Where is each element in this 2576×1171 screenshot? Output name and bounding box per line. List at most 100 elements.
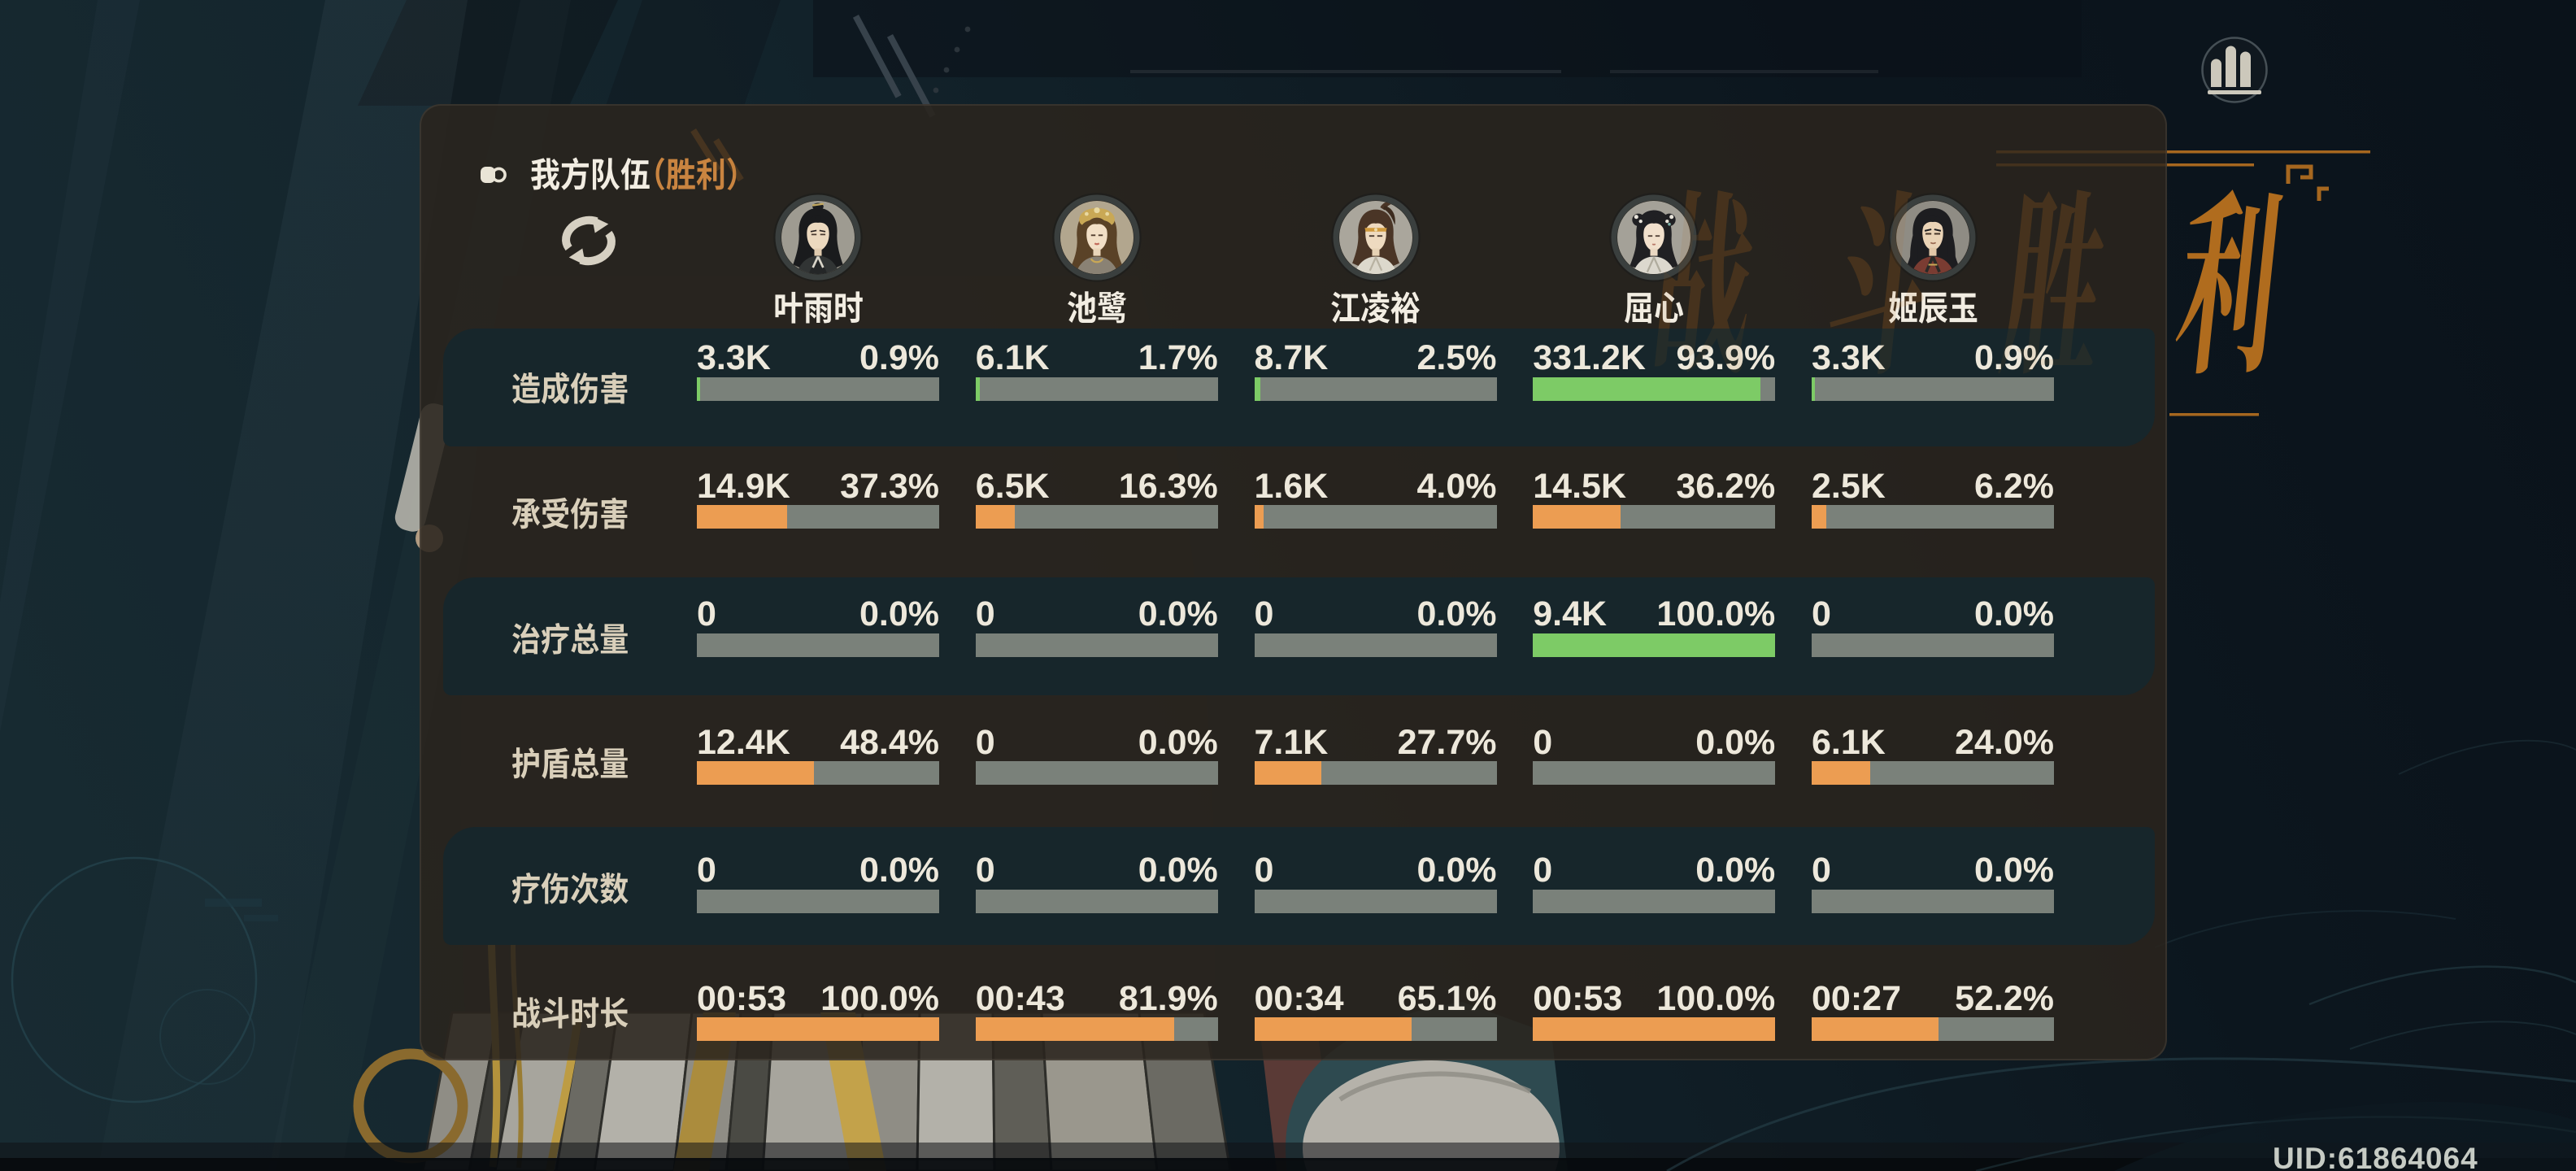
stat-cell-values: 3.3K 0.9% [1812,341,2054,376]
stat-percent: 48.4% [840,722,939,762]
team-member[interactable] [1278,190,1473,320]
stat-value: 0 [975,722,995,762]
stat-value: 00:27 [1812,978,1901,1018]
stat-bar [1533,1017,1776,1041]
stat-percent: 0.0% [1695,851,1776,890]
stat-bar [1812,633,2054,657]
stat-value: 0 [975,851,995,890]
stat-bar [697,761,939,785]
stat-bar [1254,377,1497,401]
stat-value: 0 [1812,594,1831,633]
bg-circle-ornament [11,856,258,1104]
stat-percent: 6.2% [1973,466,2054,506]
stat-bar [1533,761,1776,785]
stat-value: 331.2K [1533,338,1646,377]
stat-bar [1812,761,2054,785]
member-name [1624,289,1684,324]
bg-light-beam [98,0,468,1171]
stat-value: 0 [1812,851,1831,890]
stat-percent: 0.0% [859,594,939,633]
stat-value: 0 [697,851,716,890]
team-member[interactable] [1556,190,1751,320]
stat-cell-values: 9.4K 100.0% [1533,597,1775,632]
battle-result-label [636,156,756,191]
member-name [1067,289,1127,324]
swap-team-button[interactable] [558,213,620,267]
team-member[interactable] [1835,190,2030,320]
stat-percent: 100.0% [820,978,939,1018]
stat-cell-values: 1.6K 4.0% [1254,466,1497,506]
stat-percent: 0.0% [1138,851,1218,890]
stat-cell-values: 00:43 81.9% [976,981,1218,1016]
stat-percent: 100.0% [1656,594,1776,633]
avatar-portrait [773,193,863,282]
stat-bar-fill [975,1017,1174,1041]
stat-value: 0 [1254,851,1274,890]
stats-chart-button[interactable] [2200,35,2269,105]
stat-cell-values: 0 0.0% [1533,725,1775,760]
stat-percent: 2.5% [1416,338,1497,377]
stat-cell-values: 00:53 100.0% [697,978,939,1018]
stat-bar [1254,761,1497,785]
stat-bar [1254,1017,1497,1041]
stat-cell-values: 0 0.0% [1533,853,1775,888]
stat-cell-values: 0 0.0% [1255,597,1497,632]
stat-value: 0 [1254,594,1274,633]
stat-percent: 0.0% [1973,851,2054,890]
stat-bar [697,889,939,913]
stat-bar-fill [697,761,815,785]
stat-percent: 0.0% [859,851,939,890]
member-name [773,289,864,324]
stat-cell-values: 2.5K 6.2% [1812,466,2054,506]
stat-value: 14.5K [1533,466,1626,506]
stat-value: 00:53 [697,978,786,1018]
member-name [1888,289,1978,324]
stat-bar [1533,377,1776,401]
stat-percent: 0.0% [1416,851,1497,890]
stat-bar-fill [1533,1017,1776,1041]
stat-cell-values: 0 0.0% [976,725,1218,760]
stat-bar [1254,633,1497,657]
stat-value: 1.6K [1254,466,1329,506]
team-member[interactable] [999,190,1194,320]
stat-cell-values: 0 0.0% [1812,597,2054,632]
stat-bar-fill [975,377,980,401]
stat-bar [975,761,1218,785]
avatar[interactable] [1329,190,1423,285]
stat-cell-values: 14.5K 36.2% [1533,466,1775,506]
stat-bar-fill [1812,761,1870,785]
avatar[interactable] [1607,190,1701,285]
stat-cell-values: 0 0.0% [1255,853,1497,888]
stat-cell-values: 6.5K 16.3% [976,468,1218,504]
stat-value: 00:34 [1254,978,1344,1018]
stat-cell-values: 00:34 65.1% [1254,978,1497,1018]
avatar-portrait [1888,193,1978,282]
stat-percent: 4.0% [1416,466,1497,506]
stat-value: 3.3K [697,338,771,377]
stat-bar-fill [697,505,788,529]
stat-bar [697,377,939,401]
stat-percent: 0.9% [859,338,939,377]
stat-bar-fill [697,1017,939,1041]
avatar[interactable] [1050,190,1144,285]
avatar[interactable] [771,190,865,285]
stat-percent: 52.2% [1955,978,2054,1018]
team-member[interactable] [720,190,916,320]
uid-label: UID:61864064 [2273,1142,2478,1171]
stat-value: 14.9K [697,466,790,506]
stat-cell-values: 00:27 52.2% [1812,978,2054,1018]
stat-percent: 0.0% [1138,722,1218,762]
stat-bar [1812,1017,2054,1041]
stat-percent: 24.0% [1955,722,2054,762]
stat-percent: 100.0% [1656,978,1776,1018]
stat-cell-values: 0 0.0% [697,853,939,888]
avatar[interactable] [1886,190,1980,285]
stat-bar [1812,889,2054,913]
team-toggle[interactable] [481,167,515,183]
stat-bar [975,1017,1218,1041]
stat-cell-values: 6.1K 1.7% [976,341,1218,376]
stat-bar-fill [1533,505,1621,529]
stat-percent: 65.1% [1397,978,1497,1018]
row-band [443,827,2155,945]
bar-chart-icon [2201,37,2268,103]
